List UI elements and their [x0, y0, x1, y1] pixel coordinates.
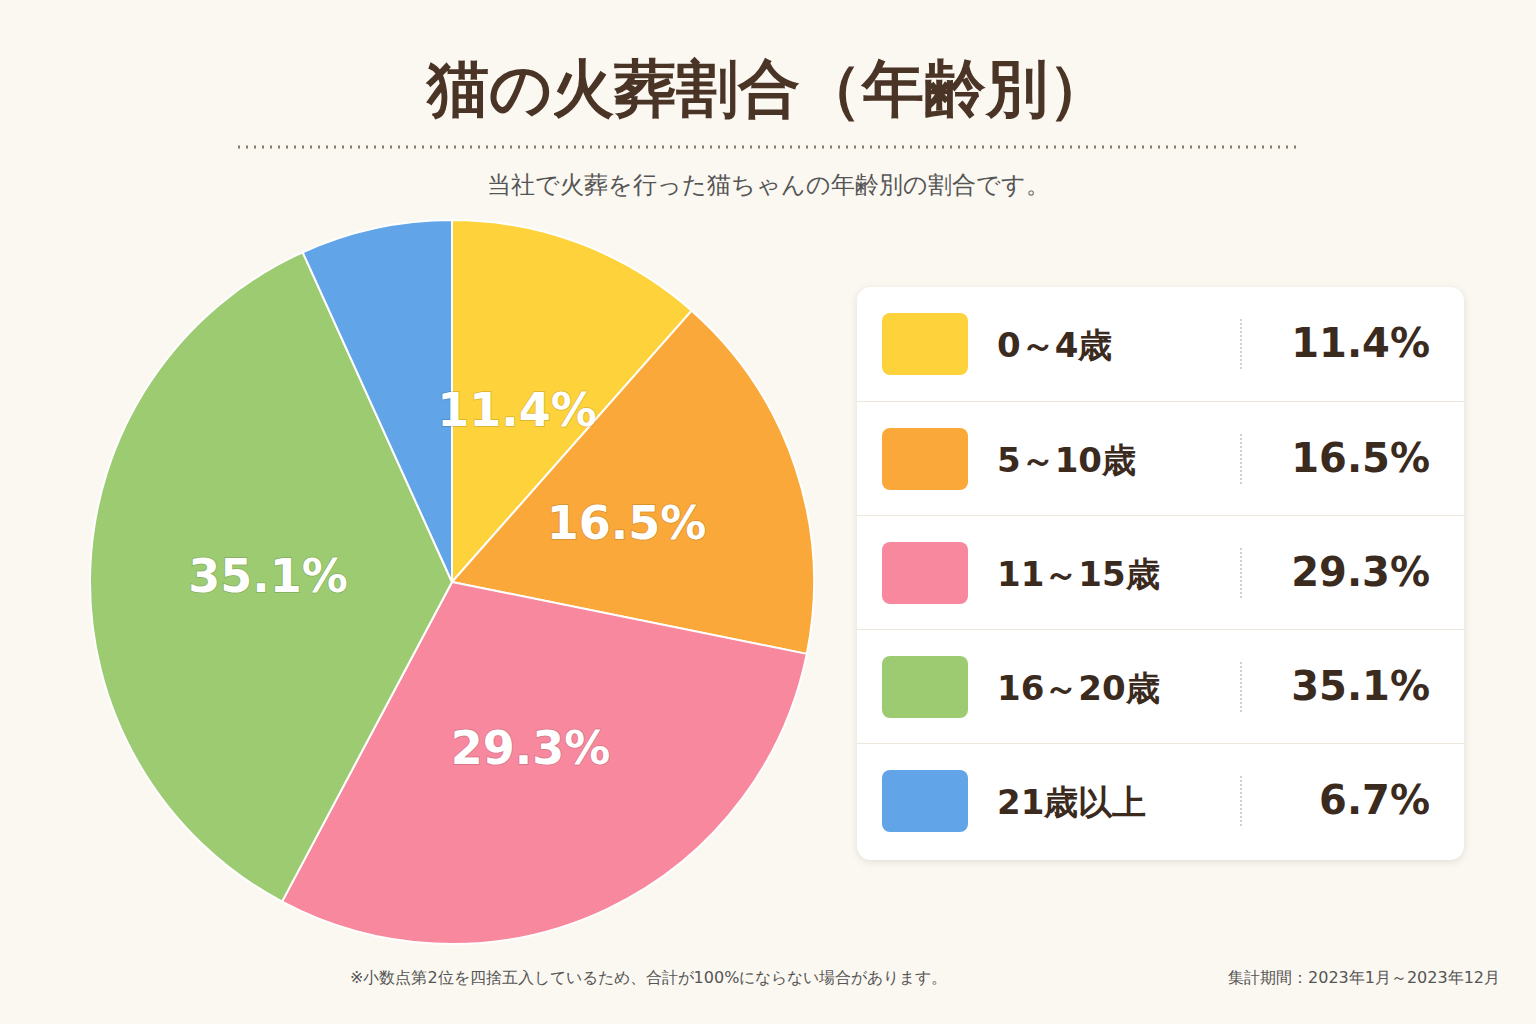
- html-text:29.3%: 29.3%: [1291, 549, 1430, 595]
- svg-text:29.3%: 29.3%: [451, 721, 611, 775]
- html-text:6.7%: 6.7%: [1319, 777, 1430, 823]
- html-text:5～10歳: 5～10歳: [997, 440, 1136, 480]
- svg-text:35.1%: 35.1%: [188, 549, 348, 603]
- svg-text:11.4%: 11.4%: [437, 383, 597, 437]
- html-text:16～20歳: 16～20歳: [997, 668, 1160, 708]
- html-text:35.1%: 35.1%: [1291, 663, 1430, 709]
- svg-text:16.5%: 16.5%: [547, 496, 707, 550]
- svg-text:当社で火葬を行った猫ちゃんの年齢別の割合です。: 当社で火葬を行った猫ちゃんの年齢別の割合です。: [487, 171, 1050, 199]
- html-text:0～4歳: 0～4歳: [997, 325, 1113, 365]
- html-text:16.5%: 16.5%: [1291, 435, 1430, 481]
- html-text:11～15歳: 11～15歳: [997, 554, 1160, 594]
- svg-text:猫の火葬割合（年齢別）: 猫の火葬割合（年齢別）: [425, 52, 1110, 125]
- html-text:21歳以上: 21歳以上: [997, 782, 1147, 822]
- html-text:集計期間：2023年1月～2023年12月: 集計期間：2023年1月～2023年12月: [1228, 968, 1500, 987]
- html-text:11.4%: 11.4%: [1291, 320, 1430, 366]
- html-text:※小数点第2位を四捨五入しているため、合計が100%にならな: ※小数点第2位を四捨五入しているため、合計が100%にならない場合があります。: [350, 968, 948, 987]
